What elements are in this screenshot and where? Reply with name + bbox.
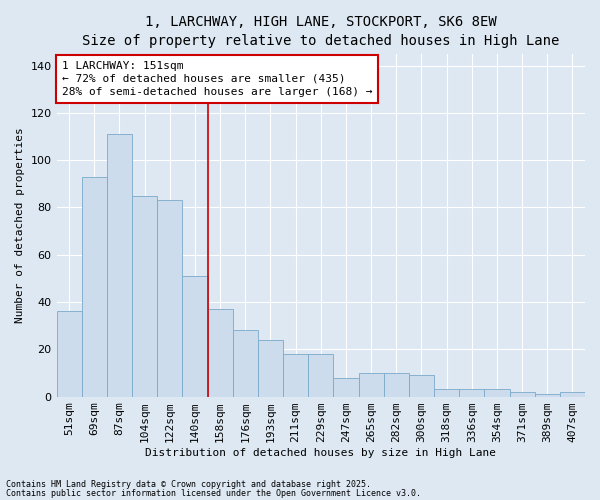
Bar xyxy=(132,196,157,396)
Bar xyxy=(560,392,585,396)
Bar xyxy=(107,134,132,396)
Bar xyxy=(409,376,434,396)
Bar xyxy=(308,354,334,397)
Bar xyxy=(258,340,283,396)
Bar xyxy=(383,373,409,396)
Text: 1 LARCHWAY: 151sqm
← 72% of detached houses are smaller (435)
28% of semi-detach: 1 LARCHWAY: 151sqm ← 72% of detached hou… xyxy=(62,60,373,97)
X-axis label: Distribution of detached houses by size in High Lane: Distribution of detached houses by size … xyxy=(145,448,496,458)
Text: Contains HM Land Registry data © Crown copyright and database right 2025.: Contains HM Land Registry data © Crown c… xyxy=(6,480,371,489)
Bar xyxy=(535,394,560,396)
Bar xyxy=(484,390,509,396)
Bar xyxy=(434,390,459,396)
Bar xyxy=(233,330,258,396)
Title: 1, LARCHWAY, HIGH LANE, STOCKPORT, SK6 8EW
Size of property relative to detached: 1, LARCHWAY, HIGH LANE, STOCKPORT, SK6 8… xyxy=(82,15,559,48)
Bar xyxy=(283,354,308,397)
Bar xyxy=(509,392,535,396)
Bar xyxy=(182,276,208,396)
Bar xyxy=(56,312,82,396)
Bar xyxy=(157,200,182,396)
Text: Contains public sector information licensed under the Open Government Licence v3: Contains public sector information licen… xyxy=(6,489,421,498)
Y-axis label: Number of detached properties: Number of detached properties xyxy=(15,128,25,323)
Bar xyxy=(334,378,359,396)
Bar xyxy=(359,373,383,396)
Bar xyxy=(208,309,233,396)
Bar xyxy=(459,390,484,396)
Bar xyxy=(82,177,107,396)
